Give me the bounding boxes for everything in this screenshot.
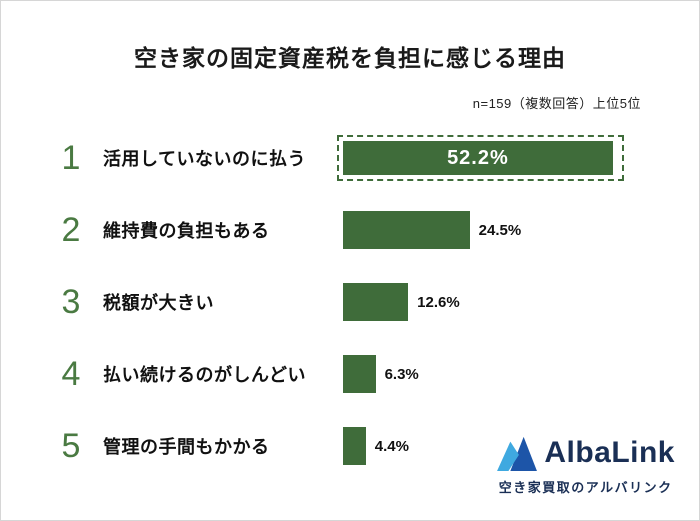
- albalink-logo: AlbaLink 空き家買取のアルバリンク: [496, 434, 675, 496]
- bar-highlight-outline: 12.6%: [343, 283, 409, 321]
- chart-title: 空き家の固定資産税を負担に感じる理由: [134, 45, 566, 71]
- rank-number: 3: [61, 282, 81, 321]
- logo-tagline: 空き家買取のアルバリンク: [498, 480, 673, 495]
- category-label: 払い続けるのがしんどい: [103, 365, 306, 385]
- bar-value-label-outside: 4.4%: [374, 437, 409, 455]
- chart-row: 2 維持費の負担もある 24.5% 24.5%: [1, 194, 699, 266]
- bar: 52.2%: [343, 141, 613, 175]
- rank-number: 4: [61, 354, 81, 393]
- bar-value-label-outside: 24.5%: [478, 221, 522, 239]
- bar-value-label-inside: 52.2%: [447, 146, 509, 169]
- logo-lockup: AlbaLink: [496, 434, 675, 472]
- category-label: 管理の手間もかかる: [103, 437, 270, 457]
- bar-highlight-outline: 4.4%: [343, 427, 366, 465]
- bar-highlight-outline: 6.3%: [343, 355, 376, 393]
- category-label: 維持費の負担もある: [103, 221, 270, 241]
- rank-number: 5: [61, 426, 81, 465]
- bar-zone: 52.2% 52.2%: [337, 135, 699, 181]
- rank-number: 1: [61, 138, 81, 177]
- bar: 24.5%: [343, 211, 470, 249]
- chart-row: 3 税額が大きい 12.6% 12.6%: [1, 266, 699, 338]
- bar-value-label-outside: 12.6%: [417, 293, 460, 311]
- bar-highlight-outline: 24.5%: [343, 211, 470, 249]
- category-label: 活用していないのに払う: [103, 149, 306, 169]
- bar-zone: 24.5% 24.5%: [343, 211, 699, 249]
- bar: 6.3%: [343, 355, 376, 393]
- bar: 12.6%: [343, 283, 409, 321]
- bar-value-label-outside: 6.3%: [384, 365, 419, 383]
- bar-chart: 1 活用していないのに払う 52.2% 52.2% 2 維持費の負担もある: [1, 122, 699, 482]
- chart-row: 1 活用していないのに払う 52.2% 52.2%: [1, 122, 699, 194]
- albalink-logo-icon: [497, 436, 538, 472]
- bar: 4.4%: [343, 427, 366, 465]
- chart-row: 4 払い続けるのがしんどい 6.3% 6.3%: [1, 338, 699, 410]
- chart-row: 5 管理の手間もかかる 4.4% 4.4%: [1, 410, 699, 482]
- sample-size-note: n=159（複数回答）上位5位: [472, 96, 641, 111]
- rank-number: 2: [61, 210, 81, 249]
- bar-zone: 4.4% 4.4%: [343, 427, 699, 465]
- logo-wordmark: AlbaLink: [544, 436, 675, 469]
- bar-highlight-outline: 52.2%: [337, 135, 624, 181]
- category-label: 税額が大きい: [103, 293, 214, 313]
- bar-zone: 12.6% 12.6%: [343, 283, 699, 321]
- bar-zone: 6.3% 6.3%: [343, 355, 699, 393]
